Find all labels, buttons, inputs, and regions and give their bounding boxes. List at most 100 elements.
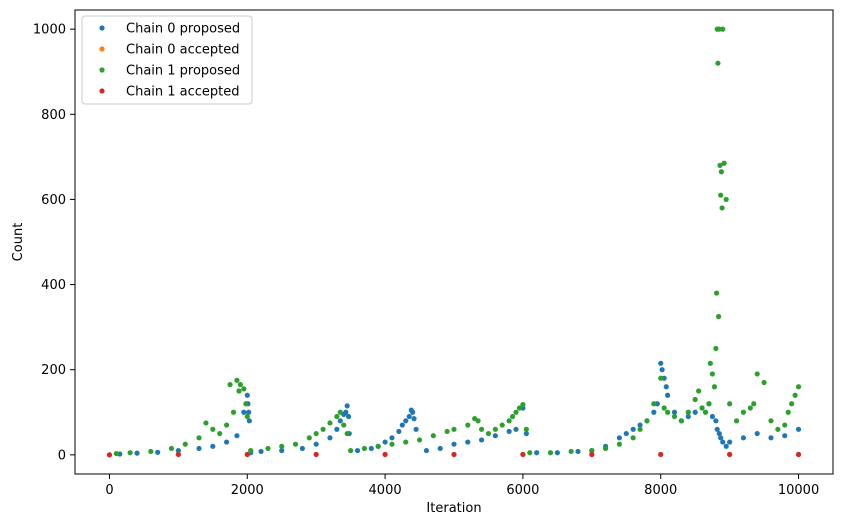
y-tick-label: 0 — [58, 448, 66, 463]
data-point — [658, 375, 664, 381]
data-point — [354, 447, 361, 454]
data-point — [341, 422, 347, 428]
y-tick-label: 1000 — [33, 23, 66, 38]
legend-label: Chain 1 proposed — [126, 64, 240, 79]
data-point — [727, 439, 733, 445]
data-point — [506, 428, 512, 435]
x-tick-label: 6000 — [506, 483, 539, 498]
data-point — [792, 392, 798, 398]
data-point — [217, 430, 223, 437]
legend: Chain 0 proposed Chain 0 accepted Chain 1 … — [81, 15, 253, 105]
data-point — [396, 428, 402, 435]
data-point — [789, 401, 795, 407]
data-point — [711, 384, 718, 390]
data-point — [706, 401, 712, 407]
data-point — [306, 435, 312, 441]
data-point — [155, 449, 161, 455]
legend-marker — [99, 88, 105, 94]
data-point — [761, 379, 767, 386]
data-point — [661, 405, 667, 411]
data-point — [196, 445, 202, 452]
data-point — [313, 430, 319, 437]
data-point — [175, 451, 181, 458]
data-point — [637, 422, 643, 428]
data-point — [175, 447, 181, 454]
data-point — [368, 445, 374, 452]
data-point — [740, 435, 747, 441]
data-point — [685, 409, 691, 415]
data-point — [775, 426, 781, 432]
data-point — [406, 413, 412, 420]
data-point — [492, 426, 498, 432]
data-point — [527, 450, 533, 456]
data-point — [423, 447, 430, 454]
data-point — [430, 433, 436, 439]
data-point — [702, 409, 709, 415]
series-3 — [106, 451, 802, 458]
data-point — [665, 409, 671, 415]
data-point — [444, 428, 450, 435]
data-point — [506, 418, 512, 424]
data-point — [196, 435, 202, 441]
data-point — [630, 426, 636, 432]
data-point — [721, 160, 727, 166]
data-point — [651, 409, 657, 415]
data-point — [713, 418, 719, 424]
data-point — [723, 443, 729, 449]
data-point — [106, 452, 113, 458]
data-point — [740, 409, 747, 415]
x-axis-title: Iteration — [426, 501, 481, 516]
data-point — [616, 441, 622, 447]
data-point — [492, 433, 498, 439]
data-point — [343, 409, 349, 415]
plot-frame — [74, 9, 834, 475]
data-point — [203, 420, 209, 426]
data-point — [685, 413, 691, 420]
legend-marker — [99, 25, 105, 31]
data-point — [134, 450, 140, 456]
data-point — [723, 196, 729, 203]
data-point — [715, 60, 721, 66]
data-point — [671, 409, 678, 415]
data-point — [718, 169, 724, 175]
data-point — [382, 439, 388, 445]
y-tick-label: 400 — [41, 278, 66, 293]
data-point — [292, 441, 299, 447]
data-point — [337, 409, 343, 415]
data-point — [224, 439, 230, 445]
data-point — [344, 403, 350, 409]
data-point — [554, 450, 560, 456]
data-point — [782, 433, 788, 439]
data-point — [168, 445, 175, 452]
data-point — [696, 388, 702, 394]
data-point — [478, 437, 485, 443]
x-tick-label: 4000 — [369, 483, 402, 498]
series-layer — [106, 26, 802, 458]
data-point — [210, 426, 216, 432]
data-point — [389, 441, 395, 447]
data-point — [513, 426, 519, 432]
x-tick-label: 2000 — [231, 483, 264, 498]
y-axis-title: Count — [11, 223, 26, 262]
data-point — [327, 435, 333, 441]
data-point — [475, 418, 481, 424]
data-point — [747, 405, 753, 411]
data-point — [224, 422, 230, 428]
data-point — [658, 360, 664, 366]
data-point — [313, 441, 319, 447]
data-point — [313, 451, 319, 458]
data-point — [713, 345, 719, 352]
data-point — [509, 413, 516, 420]
data-point — [589, 451, 595, 458]
data-point — [719, 205, 725, 211]
data-point — [437, 445, 443, 452]
data-point — [148, 448, 154, 455]
data-point — [692, 409, 698, 415]
x-axis: 0 2000 4000 6000 8000 10000 — [105, 474, 819, 498]
legend-marker — [99, 46, 105, 52]
data-point — [718, 192, 724, 198]
data-point — [568, 448, 574, 455]
data-point — [244, 451, 250, 458]
legend-marker — [99, 67, 105, 73]
legend-label: Chain 0 accepted — [126, 43, 240, 58]
